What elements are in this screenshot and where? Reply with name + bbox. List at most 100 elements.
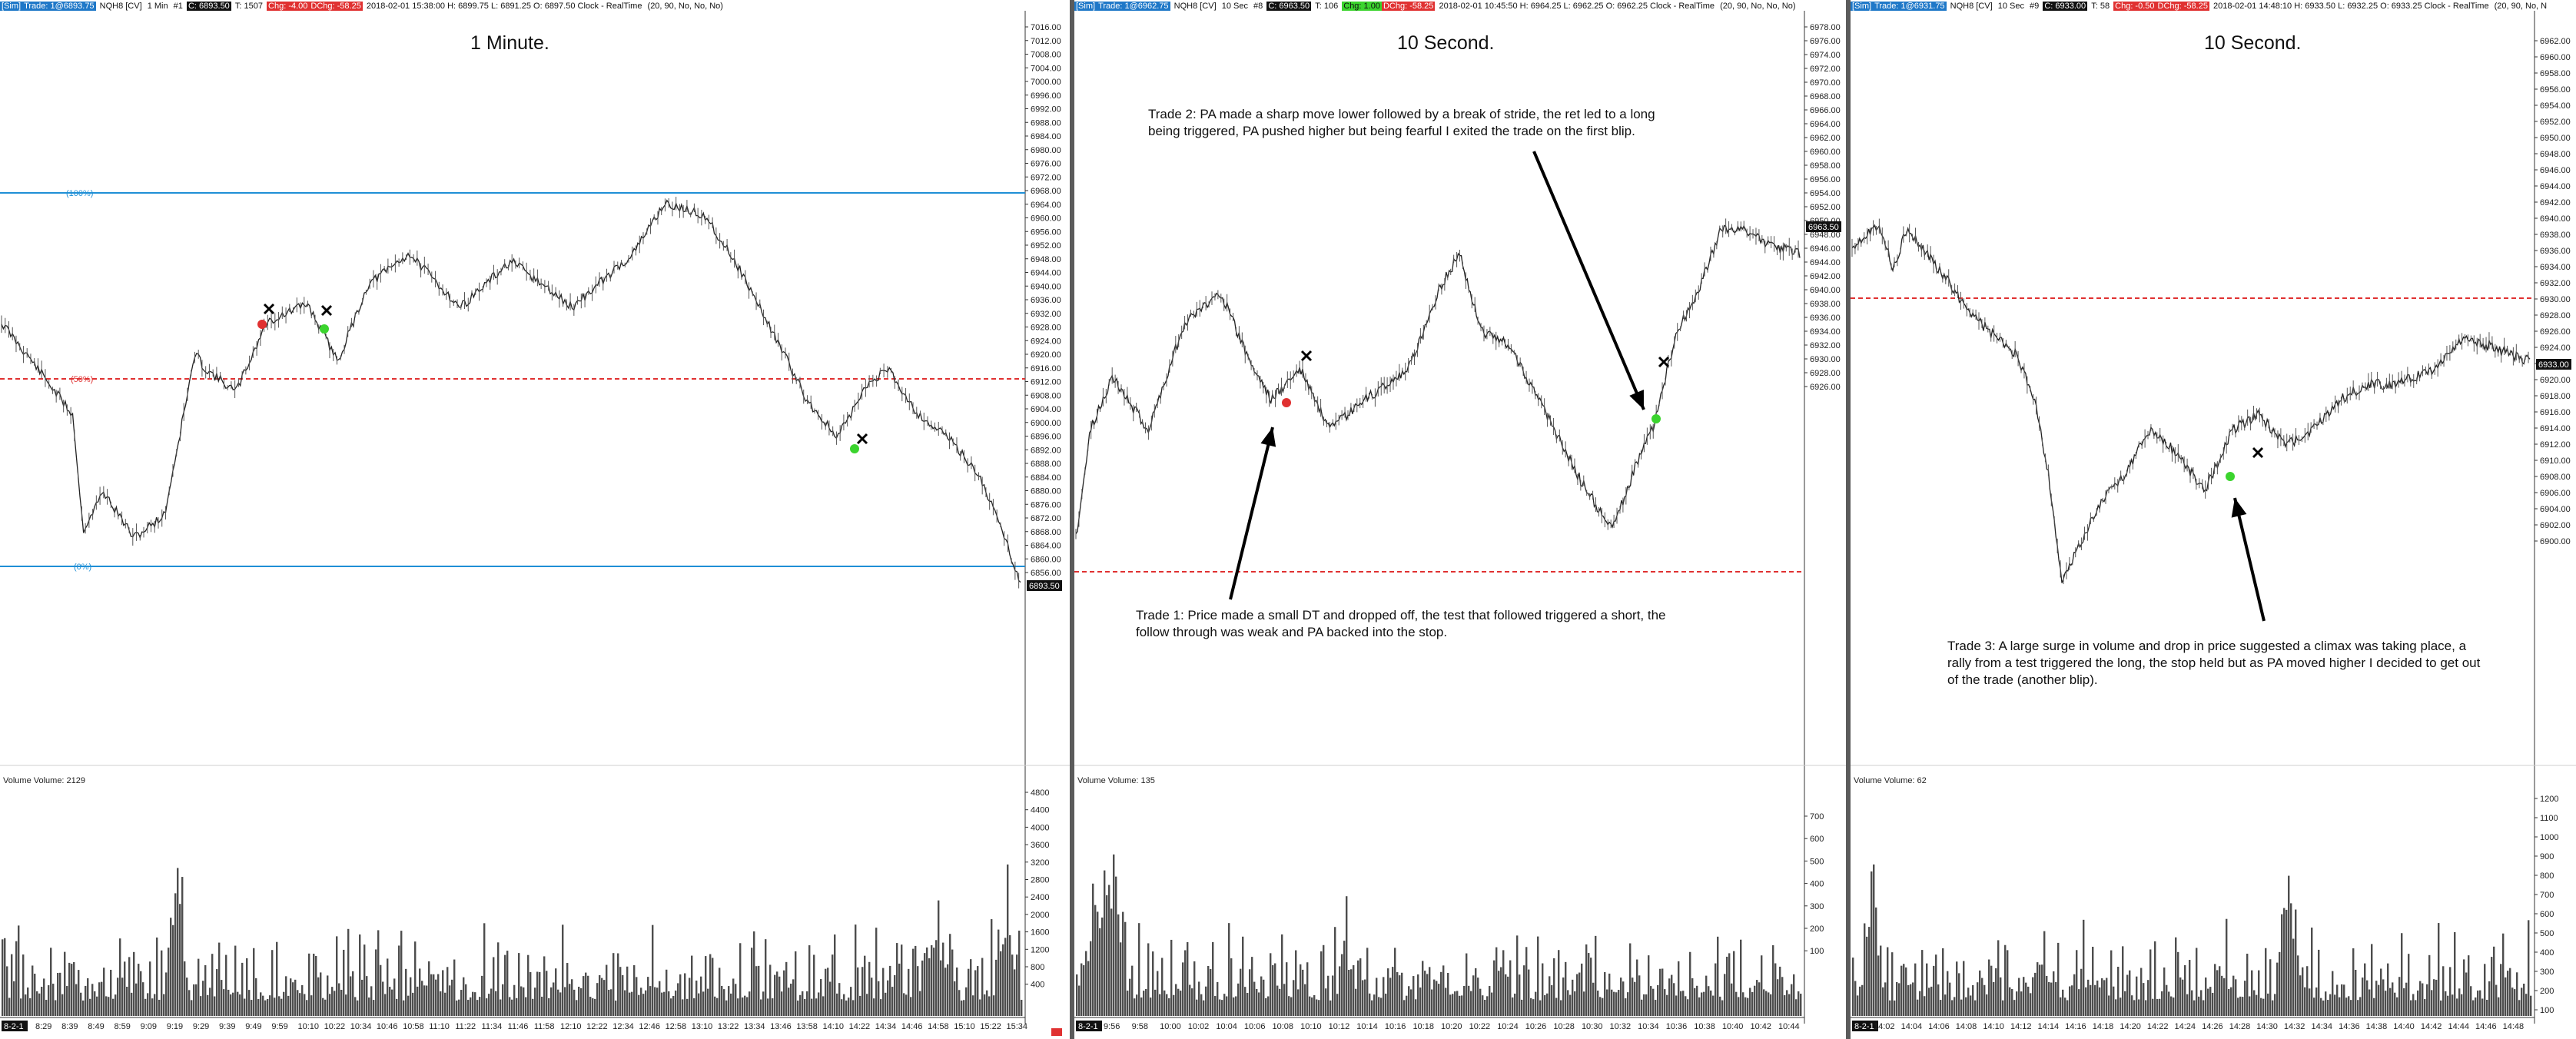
volume-bar	[532, 998, 534, 1016]
volume-bar	[926, 947, 928, 1016]
price-tick-label: 6916.00	[2540, 408, 2571, 417]
price-tick-label: 6928.00	[2540, 311, 2571, 320]
price-tick-label: 6984.00	[1031, 132, 1061, 141]
price-volume-chart[interactable]: 6978.00 6976.00 6974.00 6972.00 6970.00 6968.…	[1074, 0, 1846, 1039]
volume-bar	[2066, 1000, 2069, 1016]
volume-bar	[564, 987, 566, 1016]
panel-separator[interactable]	[1846, 0, 1851, 1039]
volume-bar	[2348, 996, 2350, 1016]
volume-bar	[1110, 908, 1113, 1016]
volume-bar	[1919, 991, 1921, 1016]
volume-bar	[905, 994, 908, 1016]
volume-bar	[940, 960, 942, 1016]
volume-bar	[2440, 1000, 2442, 1016]
volume-bar	[433, 974, 435, 1016]
time-tick-label: 14:08	[1956, 1022, 1977, 1031]
volume-bar	[1355, 988, 1357, 1016]
volume-bar	[855, 924, 857, 1016]
volume-bar	[820, 979, 822, 1016]
volume-bar	[313, 954, 315, 1016]
volume-bar	[1542, 963, 1544, 1016]
price-tick-label: 6976.00	[1810, 37, 1841, 46]
volume-bar	[815, 998, 818, 1016]
price-volume-chart[interactable]: 7016.00 7012.00 7008.00 7004.00 7000.00 6996.…	[0, 0, 1070, 1039]
volume-bar	[878, 981, 880, 1016]
volume-bar	[269, 995, 271, 1016]
time-tick-label: 14:42	[2421, 1022, 2442, 1031]
volume-bar	[1951, 1000, 1954, 1016]
chart-panel-1-minute[interactable]: [Sim] Trade: 1@6893.75 NQH8 [CV] 1 Min #1…	[0, 0, 1070, 1039]
volume-bar	[1800, 994, 1802, 1016]
price-tick-label: 6996.00	[1031, 91, 1061, 101]
volume-bar	[1498, 971, 1500, 1016]
annotation-arrowhead	[1260, 427, 1276, 447]
panel-separator[interactable]	[1070, 0, 1074, 1039]
volume-bar	[27, 987, 29, 1016]
volume-bar	[495, 991, 497, 1016]
volume-bar	[691, 955, 693, 1016]
volume-bar	[2461, 994, 2463, 1016]
volume-bar	[1539, 1000, 1542, 1016]
change-value: Chg: -0.50	[2113, 2, 2156, 11]
volume-bar	[2184, 964, 2186, 1016]
volume-bar	[511, 999, 513, 1016]
volume-bar	[2431, 990, 2433, 1016]
volume-bar	[1140, 997, 1143, 1016]
volume-bar	[1765, 991, 1768, 1016]
volume-bar	[48, 985, 50, 1016]
chart-panel-10-second-a[interactable]: [Sim] Trade: 1@6962.75 NQH8 [CV] 10 Sec #…	[1074, 0, 1846, 1039]
volume-bar	[516, 998, 518, 1016]
chart-panel-10-second-b[interactable]: [Sim] Trade: 1@6931.75 NQH8 [CV] 10 Sec #…	[1851, 0, 2576, 1039]
volume-bar	[2232, 975, 2235, 1016]
volume-bar	[2207, 988, 2209, 1016]
volume-bar	[1661, 968, 1664, 1016]
volume-bar	[2366, 980, 2369, 1016]
volume-bar	[774, 974, 776, 1016]
time-tick-label: 14:12	[2010, 1022, 2032, 1031]
volume-bar	[1484, 999, 1486, 1016]
volume-bar	[2053, 971, 2055, 1016]
volume-bar	[2126, 974, 2129, 1016]
volume-tick-label: 4400	[1031, 806, 1049, 815]
volume-bar	[737, 998, 739, 1016]
volume-bar	[2507, 971, 2509, 1016]
volume-bar	[2281, 914, 2283, 1016]
volume-bar	[1634, 981, 1636, 1016]
volume-bar	[889, 965, 891, 1016]
volume-bar	[451, 979, 453, 1016]
time-tick-label: 14:32	[2284, 1022, 2305, 1031]
volume-bar	[2064, 998, 2066, 1016]
volume-bar	[2325, 991, 2327, 1016]
volume-bar	[1258, 992, 1260, 1016]
annotation-arrow	[1532, 151, 1645, 410]
volume-bar	[456, 1000, 458, 1016]
volume-bar	[1689, 951, 1691, 1016]
price-volume-chart[interactable]: 6962.00 6960.00 6958.00 6956.00 6954.00 6952.…	[1851, 0, 2576, 1039]
panel-title: 10 Second.	[1397, 32, 1495, 54]
volume-bar	[1325, 988, 1327, 1016]
volume-bar	[359, 934, 361, 1016]
volume-bar	[1682, 991, 1685, 1016]
time-tick-label: 14:16	[2065, 1022, 2086, 1031]
price-tick-label: 6954.00	[1810, 189, 1841, 198]
volume-bar	[2456, 998, 2458, 1016]
fib-level-label: (50%)	[71, 375, 93, 384]
volume-bar	[656, 988, 659, 1016]
volume-bar	[924, 953, 926, 1016]
volume-bar	[1452, 994, 1454, 1016]
volume-bar	[1747, 998, 1749, 1016]
time-tick-label: 8:49	[88, 1022, 104, 1031]
volume-bar	[1175, 984, 1177, 1016]
volume-bar	[1986, 994, 1988, 1016]
volume-bar	[753, 931, 755, 1016]
volume-bar	[2392, 982, 2394, 1016]
volume-bar	[2145, 1000, 2147, 1016]
volume-bar	[1288, 996, 1290, 1016]
volume-bar	[951, 949, 954, 1016]
volume-bar	[96, 996, 98, 1016]
volume-bar	[1087, 961, 1090, 1016]
volume-bar	[2237, 998, 2239, 1016]
price-tick-label: 6968.00	[1031, 187, 1061, 196]
volume-bar	[725, 1000, 728, 1016]
volume-bar	[476, 1000, 479, 1016]
